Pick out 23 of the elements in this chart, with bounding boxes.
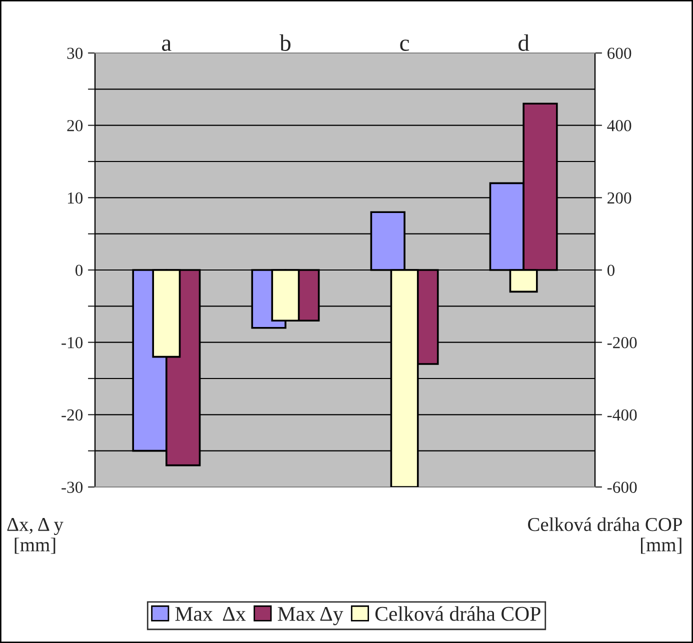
x-tick-label: b <box>280 34 290 51</box>
legend-label: Celková dráha COP <box>375 606 540 621</box>
y-tick-label: 20 <box>67 120 83 132</box>
x-tick-label: d <box>518 34 530 51</box>
y2-tick-label: 400 <box>607 120 632 132</box>
y2-tick-label: -200 <box>607 337 637 348</box>
y-tick-label: -30 <box>62 482 83 493</box>
legend-label: Max Δy <box>278 606 344 626</box>
y-tick-label: 0 <box>75 264 83 276</box>
y2-tick-label: 200 <box>608 192 632 204</box>
y-tick-label: -10 <box>62 337 83 348</box>
y2-tick-label: -600 <box>607 482 637 493</box>
y-tick-label: -20 <box>62 409 83 421</box>
y2-tick-label: 600 <box>608 48 632 59</box>
y-axis-title: Δx, Δ y [mm] <box>7 518 64 554</box>
x-tick-label: a <box>162 40 172 51</box>
y2-tick-label: -400 <box>607 409 637 421</box>
y2-axis-title: Celková dráha COP [mm] <box>528 517 682 554</box>
legend-label: Max Δx <box>175 606 246 621</box>
y-tick-label: 10 <box>68 192 83 204</box>
x-tick-label: c <box>400 40 410 51</box>
y-tick-label: 30 <box>67 48 83 59</box>
y2-tick-label: 0 <box>607 264 615 276</box>
